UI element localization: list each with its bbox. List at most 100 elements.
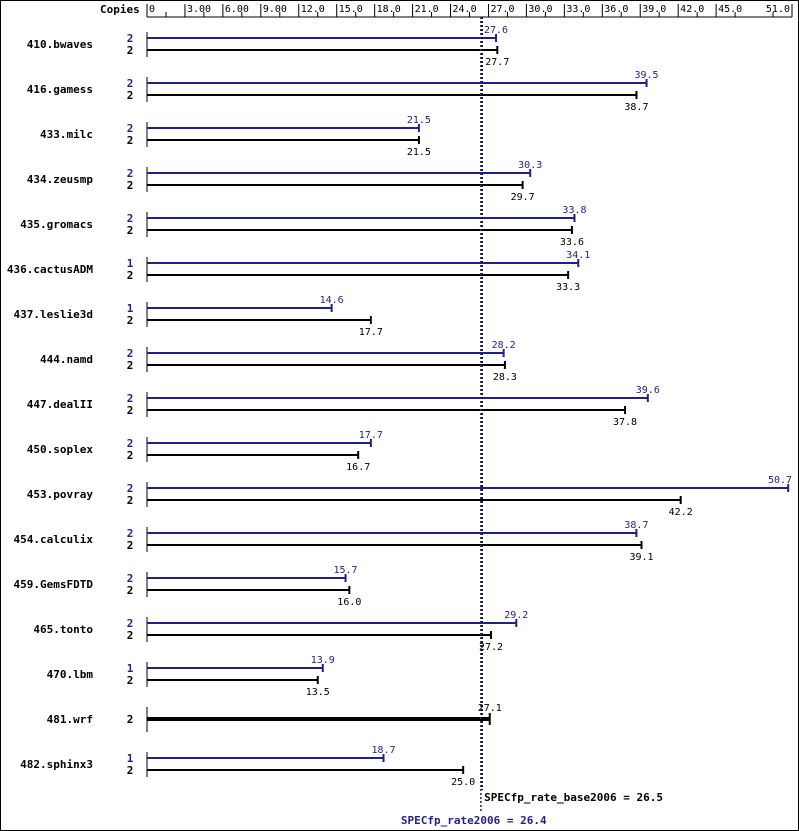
x-tick-label: 15.0 <box>339 4 363 15</box>
reference-label-peak: SPECfp_rate2006 = 26.4 <box>401 814 547 827</box>
base-copies: 2 <box>127 89 134 102</box>
benchmark-label: 437.leslie3d <box>14 308 93 321</box>
base-value: 17.7 <box>359 327 383 338</box>
x-axis-label: Copies <box>100 3 140 16</box>
x-tick-label: 30.0 <box>528 4 552 15</box>
base-copies: 2 <box>127 269 134 282</box>
x-tick-label: 9.00 <box>263 4 287 15</box>
base-value: 21.5 <box>407 147 431 158</box>
x-tick-label: 18.0 <box>377 4 401 15</box>
x-tick-label: 0 <box>149 4 155 15</box>
benchmark-label: 416.gamess <box>27 83 93 96</box>
peak-copies: 2 <box>127 437 134 450</box>
peak-copies: 2 <box>127 617 134 630</box>
base-value: 33.6 <box>560 237 584 248</box>
base-copies: 2 <box>127 179 134 192</box>
base-value: 27.7 <box>485 57 509 68</box>
peak-copies: 2 <box>127 122 134 135</box>
benchmark-row: 447.dealII 2 39.6 2 37.8 <box>27 385 660 428</box>
x-tick-label: 3.00 <box>187 4 211 15</box>
base-value: 13.5 <box>306 687 330 698</box>
peak-copies: 1 <box>127 257 134 270</box>
peak-copies: 2 <box>127 347 134 360</box>
peak-value: 15.7 <box>334 565 358 576</box>
x-tick-label: 24.0 <box>453 4 477 15</box>
benchmark-bars: 410.bwaves 2 27.6 2 27.7 416.gamess 2 39.5 2 38.7… <box>7 25 792 788</box>
peak-copies: 1 <box>127 752 134 765</box>
x-tick-label: 27.0 <box>490 4 514 15</box>
base-value: 28.3 <box>493 372 517 383</box>
base-value: 42.2 <box>669 507 693 518</box>
base-copies: 2 <box>127 359 134 372</box>
base-copies: 2 <box>127 539 134 552</box>
base-copies: 2 <box>127 584 134 597</box>
base-value: 29.7 <box>511 192 535 203</box>
benchmark-row: 433.milc 2 21.5 2 21.5 <box>40 115 431 158</box>
base-copies: 2 <box>127 764 134 777</box>
peak-value: 29.2 <box>504 610 528 621</box>
base-copies: 2 <box>127 629 134 642</box>
benchmark-row: 450.soplex 2 17.7 2 16.7 <box>27 430 383 473</box>
reference-lines: SPECfp_rate_base2006 = 26.5 SPECfp_rate20… <box>401 17 663 827</box>
benchmark-row: 481.wrf 2 27.1 <box>47 703 502 732</box>
base-copies: 2 <box>127 674 134 687</box>
benchmark-label: 410.bwaves <box>27 38 93 51</box>
benchmark-label: 481.wrf <box>47 713 93 726</box>
base-copies: 2 <box>127 134 134 147</box>
peak-copies: 2 <box>127 527 134 540</box>
peak-value: 18.7 <box>371 745 395 756</box>
peak-value: 17.7 <box>359 430 383 441</box>
base-value: 25.0 <box>451 777 475 788</box>
peak-value: 39.5 <box>635 70 659 81</box>
x-tick-label: 6.00 <box>225 4 249 15</box>
peak-value: 27.6 <box>484 25 508 36</box>
x-tick-label: 21.0 <box>415 4 439 15</box>
peak-value: 30.3 <box>518 160 542 171</box>
base-value: 39.1 <box>629 552 653 563</box>
benchmark-row: 465.tonto 2 29.2 2 27.2 <box>33 610 528 653</box>
benchmark-label: 465.tonto <box>33 623 93 636</box>
base-value: 38.7 <box>624 102 648 113</box>
benchmark-row: 482.sphinx3 1 18.7 2 25.0 <box>20 745 475 788</box>
benchmark-label: 434.zeusmp <box>27 173 94 186</box>
peak-copies: 2 <box>127 167 134 180</box>
x-axis: Copies 0 3.00 6.00 9.00 12.0 15.0 18.0 21.0 24.0 2… <box>100 3 793 18</box>
peak-copies: 2 <box>127 32 134 45</box>
benchmark-label: 436.cactusADM <box>7 263 93 276</box>
peak-copies: 2 <box>127 392 134 405</box>
base-copies: 2 <box>127 713 134 726</box>
x-tick-label: 39.0 <box>642 4 666 15</box>
peak-copies: 2 <box>127 77 134 90</box>
x-tick-label: 42.0 <box>680 4 704 15</box>
x-tick-label: 51.0 <box>766 4 790 15</box>
benchmark-row: 434.zeusmp 2 30.3 2 29.7 <box>27 160 542 203</box>
benchmark-label: 453.povray <box>27 488 94 501</box>
base-value: 16.7 <box>346 462 370 473</box>
base-value: 37.8 <box>613 417 637 428</box>
base-value: 27.1 <box>478 703 502 714</box>
benchmark-label: 454.calculix <box>14 533 94 546</box>
x-tick-label: 45.0 <box>718 4 742 15</box>
x-tick-label: 12.0 <box>301 4 325 15</box>
benchmark-label: 459.GemsFDTD <box>14 578 94 591</box>
base-copies: 2 <box>127 494 134 507</box>
base-value: 33.3 <box>556 282 580 293</box>
peak-value: 14.6 <box>320 295 344 306</box>
peak-value: 39.6 <box>636 385 660 396</box>
benchmark-row: 444.namd 2 28.2 2 28.3 <box>40 340 517 383</box>
benchmark-label: 482.sphinx3 <box>20 758 93 771</box>
benchmark-row: 459.GemsFDTD 2 15.7 2 16.0 <box>14 565 362 608</box>
benchmark-label: 450.soplex <box>27 443 94 456</box>
base-copies: 2 <box>127 314 134 327</box>
benchmark-row: 436.cactusADM 1 34.1 2 33.3 <box>7 250 590 293</box>
peak-value: 33.8 <box>562 205 586 216</box>
benchmark-row: 454.calculix 2 38.7 2 39.1 <box>14 520 654 563</box>
benchmark-row: 410.bwaves 2 27.6 2 27.7 <box>27 25 510 68</box>
peak-value: 13.9 <box>311 655 335 666</box>
benchmark-row: 437.leslie3d 1 14.6 2 17.7 <box>14 295 383 338</box>
benchmark-label: 470.lbm <box>47 668 94 681</box>
peak-copies: 2 <box>127 212 134 225</box>
benchmark-row: 453.povray 2 50.7 2 42.2 <box>27 475 792 518</box>
